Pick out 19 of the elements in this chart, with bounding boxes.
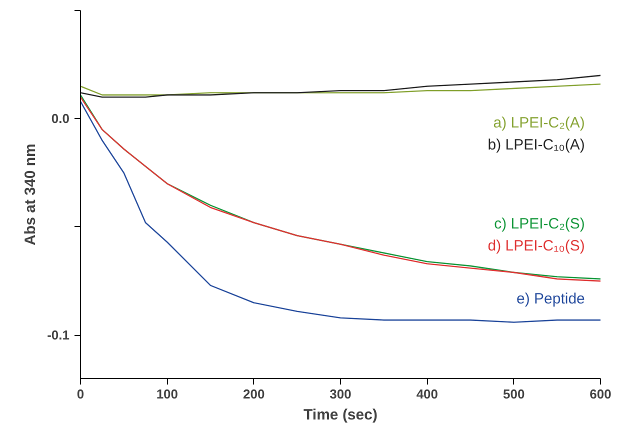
x-tick-label: 0 [76, 386, 84, 402]
y-tick-label: 0.0 [51, 111, 70, 126]
series-label: d) LPEI-C₁₀(S) [488, 238, 585, 255]
x-tick-label: 600 [590, 386, 612, 402]
x-tick-label: 500 [502, 386, 525, 402]
text: b) LPEI-C₁₀(A) [488, 136, 585, 154]
x-tick-label: 300 [330, 386, 352, 402]
x-tick-label: 400 [416, 386, 438, 402]
series-label: e) Peptide [516, 290, 585, 308]
y-axis-title: Abs at 340 nm [22, 144, 40, 246]
text: c) LPEI-C₂(S) [494, 216, 585, 233]
x-tick-label: 200 [242, 386, 265, 402]
line-series [80, 83, 600, 96]
x-axis-title: Time (sec) [304, 406, 378, 424]
x-tick-label: 100 [156, 386, 178, 402]
line-series [80, 74, 600, 98]
series-label: a) LPEI-C₂(A) [493, 114, 585, 132]
y-tick-label: -0.1 [47, 328, 70, 343]
line-series [80, 100, 600, 323]
